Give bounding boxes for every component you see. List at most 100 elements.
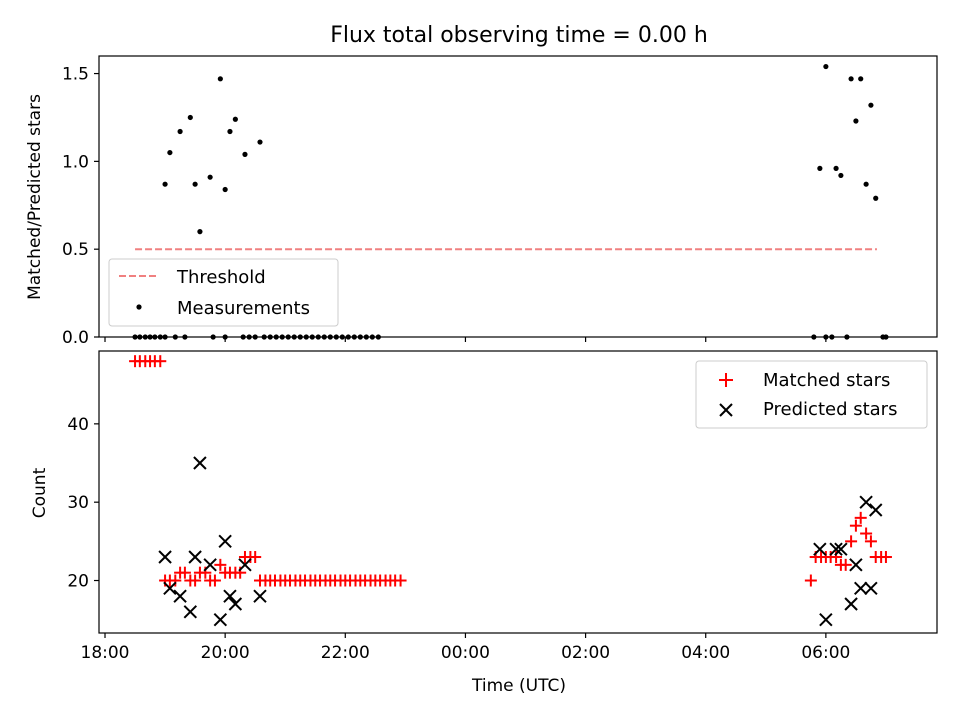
- measurement-point: [177, 128, 183, 135]
- measurements-legend-label: Measurements: [177, 298, 310, 319]
- count-x-tick-label: 04:00: [681, 643, 730, 663]
- matched-stars-point: [849, 519, 862, 532]
- measurement-point: [227, 128, 233, 135]
- measurement-point: [222, 186, 228, 193]
- ratio-y-axis: 0.0 0.5 1.0 1.5: [62, 65, 99, 348]
- count-legend-box: [695, 360, 928, 429]
- predicted-stars-point-stroke-b: [193, 456, 207, 470]
- predicted-stars-point: [854, 581, 868, 596]
- measurement-point: [863, 181, 869, 187]
- count-x-tick-label: 18:00: [81, 643, 130, 663]
- matched-stars-legend-label: Matched stars: [763, 370, 890, 391]
- count-x-axis: 18:00 20:00 22:00 00:00 02:00 04:00 06:00: [81, 633, 850, 663]
- measurement-point: [848, 76, 854, 82]
- predicted-stars-point-stroke-b: [228, 597, 243, 611]
- matched-stars-point: [208, 574, 221, 587]
- predicted-stars-point: [228, 597, 243, 611]
- measurement-point: [207, 174, 213, 180]
- predicted-stars-point: [193, 456, 207, 470]
- measurement-point: [823, 63, 829, 70]
- matched-stars-point: [854, 511, 867, 524]
- matched-stars-point: [169, 574, 182, 587]
- measurement-point: [817, 165, 823, 171]
- ratio-x-axis: [104, 337, 827, 342]
- count-y-axis: 20 30 40: [67, 415, 99, 592]
- matched-stars-point: [214, 558, 227, 571]
- x-axis-label: Time (UTC): [471, 676, 566, 696]
- matched-stars-point: [860, 527, 873, 540]
- measurement-point: [232, 116, 238, 122]
- matched-stars-point: [189, 574, 202, 587]
- matched-stars-legend-marker: [719, 373, 733, 387]
- count-x-tick-label: 00:00: [441, 643, 490, 663]
- ratio-legend-box: [108, 258, 339, 327]
- count-y-axis-label: Count: [30, 467, 50, 518]
- predicted-stars-point: [829, 542, 843, 556]
- predicted-stars-point-stroke-b: [183, 605, 198, 619]
- predicted-stars-legend-marker: [719, 403, 733, 417]
- count-x-tick-label: 22:00: [321, 643, 370, 663]
- matched-stars-point: [249, 551, 262, 564]
- ratio-y-tick-label: 1.5: [62, 65, 89, 85]
- measurement-point: [853, 118, 859, 124]
- count-panel: 18:00 20:00 22:00 00:00 02:00 04:00 06:00 20 30…: [30, 350, 938, 696]
- measurement-point: [242, 151, 248, 157]
- count-y-tick-label: 20: [67, 572, 89, 592]
- count-x-tick-label: 02:00: [561, 643, 610, 663]
- predicted-stars-point-stroke-b: [163, 581, 177, 596]
- ratio-legend: Threshold Measurements: [108, 258, 339, 327]
- predicted-stars-point: [203, 558, 217, 572]
- predicted-stars-point-stroke-b: [869, 503, 883, 517]
- predicted-stars-point: [173, 589, 187, 603]
- predicted-stars-legend-label: Predicted stars: [763, 399, 897, 420]
- predicted-stars-point: [253, 589, 267, 603]
- measurements-legend-marker: [136, 304, 142, 310]
- predicted-stars-point-stroke-b: [844, 597, 858, 611]
- predicted-stars-point: [223, 589, 237, 603]
- matched-stars-point: [845, 535, 858, 548]
- predicted-stars-point: [238, 558, 252, 572]
- matched-stars-point: [178, 566, 191, 579]
- count-legend: Matched stars Predicted stars: [695, 360, 928, 429]
- predicted-stars-point: [218, 534, 232, 549]
- count-x-tick-label: 06:00: [801, 643, 850, 663]
- predicted-stars-point: [188, 550, 202, 564]
- matched-stars-point: [879, 551, 892, 564]
- predicted-stars-point: [163, 581, 177, 596]
- threshold-legend-label: Threshold: [176, 267, 266, 288]
- predicted-stars-point: [844, 597, 858, 611]
- ratio-axes-frame: [98, 55, 938, 338]
- ratio-y-tick-label: 0.0: [62, 328, 89, 348]
- measurement-point: [162, 181, 168, 187]
- predicted-stars-point: [864, 581, 878, 596]
- measurement-point: [873, 195, 879, 201]
- measurement-point: [868, 102, 874, 108]
- predicted-stars-point-stroke-b: [854, 581, 868, 596]
- predicted-stars-point-stroke-b: [203, 558, 217, 572]
- measurement-point: [187, 114, 193, 121]
- predicted-stars-point: [819, 612, 833, 627]
- predicted-stars-point-stroke-b: [188, 550, 202, 564]
- count-plot-area: [129, 355, 892, 627]
- predicted-stars-point-stroke-b: [864, 581, 878, 596]
- count-y-tick-label: 30: [67, 493, 89, 513]
- count-axes-frame: [98, 350, 938, 634]
- predicted-stars-point-stroke-b: [213, 612, 228, 627]
- ratio-y-tick-label: 1.0: [62, 152, 89, 172]
- measurement-point: [257, 139, 263, 145]
- matched-stars-point: [154, 355, 167, 368]
- predicted-stars-point-stroke-b: [158, 550, 172, 564]
- measurement-point: [192, 181, 198, 187]
- measurement-point: [838, 172, 844, 179]
- predicted-stars-point: [849, 558, 863, 572]
- predicted-stars-point-stroke-b: [859, 495, 873, 509]
- ratio-y-tick-label: 0.5: [62, 240, 89, 260]
- predicted-stars-point-stroke-b: [829, 542, 843, 556]
- predicted-stars-point: [183, 605, 198, 619]
- predicted-stars-point-stroke-b: [173, 589, 187, 603]
- measurement-point: [167, 149, 173, 156]
- measurement-point: [858, 76, 864, 82]
- predicted-stars-point-stroke-b: [813, 542, 827, 556]
- predicted-stars-point: [834, 542, 848, 556]
